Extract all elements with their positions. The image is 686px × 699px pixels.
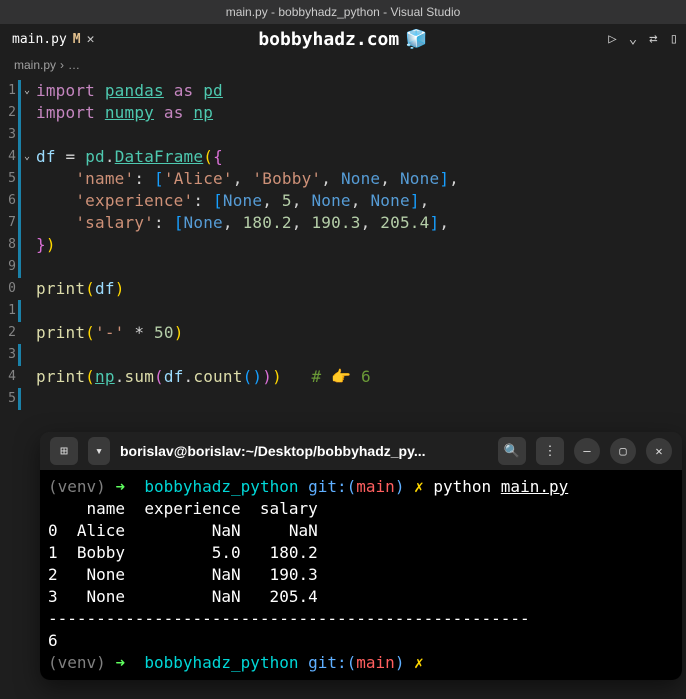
code-line[interactable]: 6 'experience': [None, 5, None, None], [0, 190, 686, 212]
terminal-title: borislav@borislav:~/Desktop/bobbyhadz_py… [120, 443, 488, 459]
terminal-window: ⊞ ▾ borislav@borislav:~/Desktop/bobbyhad… [40, 432, 682, 680]
code-line[interactable]: 1⌄import pandas as pd [0, 80, 686, 102]
line-number: 6 [0, 190, 18, 212]
menu-icon: ⋮ [544, 444, 557, 459]
code-line[interactable]: 5 [0, 388, 686, 410]
code-content: print(df) [36, 278, 125, 300]
line-number: 5 [0, 388, 18, 410]
window-title-bar: main.py - bobbyhadz_python - Visual Stud… [0, 0, 686, 24]
modification-bar [18, 388, 21, 410]
terminal-line: 1 Bobby 5.0 180.2 [48, 542, 674, 564]
terminal-header: ⊞ ▾ borislav@borislav:~/Desktop/bobbyhad… [40, 432, 682, 470]
editor-toolbar: ▷ ⌄ ⇄ ▯ [608, 31, 678, 47]
tab-main-py[interactable]: main.py M ✕ [0, 24, 106, 54]
close-icon: ✕ [655, 444, 662, 458]
split-icon[interactable]: ▯ [670, 31, 678, 47]
terminal-line: (venv) ➜ bobbyhadz_python git:(main) ✗ [48, 652, 674, 674]
line-number: 4 [0, 366, 18, 388]
code-line[interactable]: 7 'salary': [None, 180.2, 190.3, 205.4], [0, 212, 686, 234]
terminal-line: 6 [48, 630, 674, 652]
terminal-search-button[interactable]: 🔍 [498, 437, 526, 465]
terminal-line: ----------------------------------------… [48, 608, 674, 630]
tab-filename: main.py [12, 32, 67, 47]
line-number: 3 [0, 344, 18, 366]
terminal-minimize-button[interactable]: — [574, 438, 600, 464]
code-content: 'salary': [None, 180.2, 190.3, 205.4], [36, 212, 449, 234]
brand-emoji-icon: 🧊 [405, 29, 427, 50]
breadcrumb-more-icon: … [68, 58, 80, 72]
breadcrumb[interactable]: main.py › … [0, 54, 686, 76]
code-line[interactable]: 9 [0, 256, 686, 278]
line-number: 2 [0, 102, 18, 124]
breadcrumb-file: main.py [14, 58, 56, 72]
run-dropdown-icon[interactable]: ⌄ [629, 31, 637, 47]
code-line[interactable]: 2 import numpy as np [0, 102, 686, 124]
chevron-down-icon: ▾ [95, 444, 103, 459]
code-line[interactable]: 4⌄df = pd.DataFrame({ [0, 146, 686, 168]
breadcrumb-sep-icon: › [60, 58, 64, 72]
tab-modified-badge: M [73, 32, 81, 47]
line-number: 0 [0, 278, 18, 300]
maximize-icon: ▢ [619, 444, 626, 458]
tab-bar: main.py M ✕ [0, 24, 106, 54]
code-line[interactable]: 3 [0, 124, 686, 146]
modification-bar [18, 80, 21, 278]
line-number: 3 [0, 124, 18, 146]
code-line[interactable]: 0 print(df) [0, 278, 686, 300]
terminal-new-tab-button[interactable]: ⊞ [50, 437, 78, 465]
terminal-line: name experience salary [48, 498, 674, 520]
line-number: 9 [0, 256, 18, 278]
editor-header: main.py M ✕ bobbyhadz.com 🧊 ▷ ⌄ ⇄ ▯ [0, 24, 686, 54]
minimize-icon: — [583, 444, 590, 458]
code-line[interactable]: 2 print('-' * 50) [0, 322, 686, 344]
line-number: 8 [0, 234, 18, 256]
code-content: }) [36, 234, 56, 256]
code-line[interactable]: 5 'name': ['Alice', 'Bobby', None, None]… [0, 168, 686, 190]
code-content: import numpy as np [36, 102, 213, 124]
code-line[interactable]: 3 [0, 344, 686, 366]
line-number: 5 [0, 168, 18, 190]
brand-text: bobbyhadz.com [258, 29, 399, 50]
terminal-line: 2 None NaN 190.3 [48, 564, 674, 586]
code-line[interactable]: 4 print(np.sum(df.count())) # 👉️ 6 [0, 366, 686, 388]
code-content: 'experience': [None, 5, None, None], [36, 190, 430, 212]
code-content: df = pd.DataFrame({ [36, 146, 223, 168]
line-number: 4 [0, 146, 18, 168]
terminal-body[interactable]: (venv) ➜ bobbyhadz_python git:(main) ✗ p… [40, 470, 682, 680]
terminal-line: 0 Alice NaN NaN [48, 520, 674, 542]
terminal-dropdown-button[interactable]: ▾ [88, 437, 110, 465]
run-icon[interactable]: ▷ [608, 31, 616, 47]
window-title: main.py - bobbyhadz_python - Visual Stud… [226, 5, 461, 19]
line-number: 2 [0, 322, 18, 344]
terminal-line: (venv) ➜ bobbyhadz_python git:(main) ✗ p… [48, 476, 674, 498]
code-content: 'name': ['Alice', 'Bobby', None, None], [36, 168, 459, 190]
code-content: import pandas as pd [36, 80, 223, 102]
search-icon: 🔍 [504, 444, 520, 459]
modification-bar [18, 344, 21, 366]
code-line[interactable]: 8}) [0, 234, 686, 256]
terminal-menu-button[interactable]: ⋮ [536, 437, 564, 465]
line-number: 7 [0, 212, 18, 234]
line-number: 1 [0, 300, 18, 322]
code-editor[interactable]: 1⌄import pandas as pd2import numpy as np… [0, 76, 686, 414]
close-icon[interactable]: ✕ [87, 32, 95, 47]
line-number: 1 [0, 80, 18, 102]
brand-overlay: bobbyhadz.com 🧊 [258, 29, 427, 50]
code-content: print('-' * 50) [36, 322, 184, 344]
terminal-line: 3 None NaN 205.4 [48, 586, 674, 608]
code-line[interactable]: 1 [0, 300, 686, 322]
plus-icon: ⊞ [60, 444, 68, 459]
modification-bar [18, 300, 21, 322]
compare-icon[interactable]: ⇄ [649, 31, 657, 47]
code-content: print(np.sum(df.count())) # 👉️ 6 [36, 366, 371, 388]
terminal-close-button[interactable]: ✕ [646, 438, 672, 464]
terminal-maximize-button[interactable]: ▢ [610, 438, 636, 464]
